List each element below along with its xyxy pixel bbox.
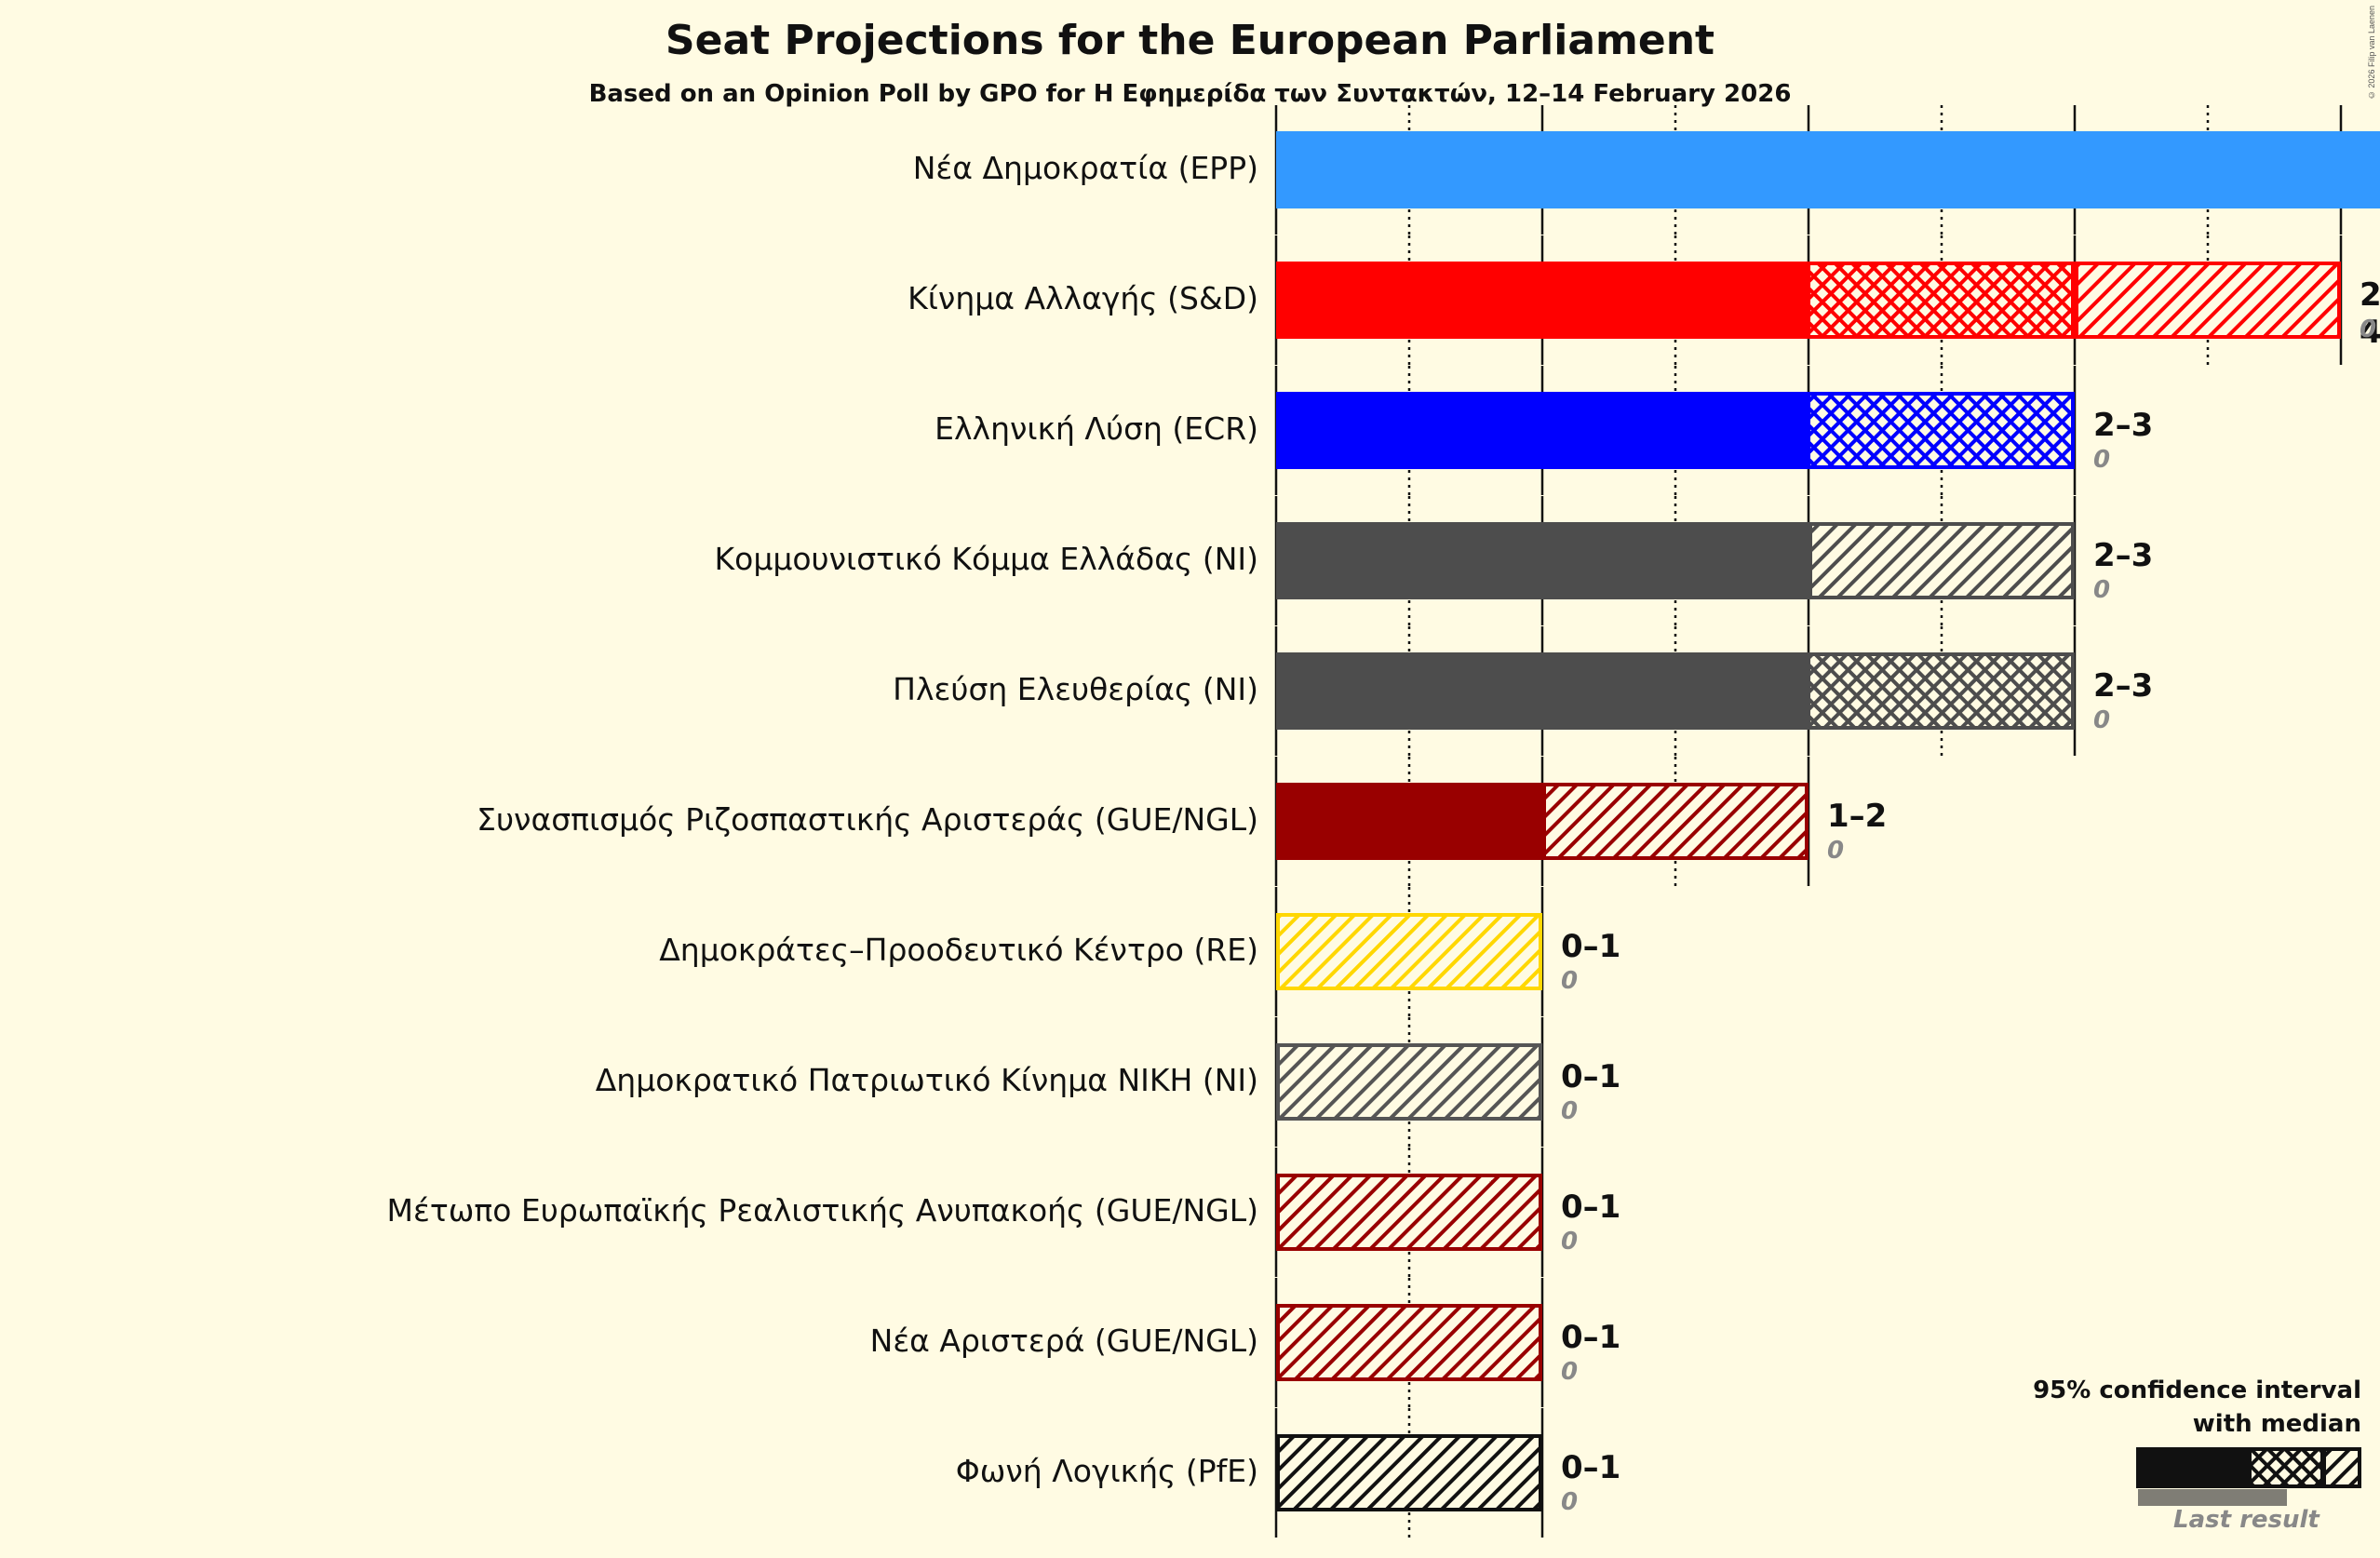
bar-median-interval [1807,392,2075,469]
chart-subtitle: Based on an Opinion Poll by GPO for Η Εφ… [588,80,1792,108]
party-label: Δημοκράτες–Προοδευτικό Κέντρο (RE) [659,932,1258,968]
last-result-label: 0 [1561,967,1579,995]
seat-range-label: 0–1 [1561,928,1621,965]
last-result-label: 0 [2093,446,2111,474]
bar-median-interval [1807,262,2075,339]
party-label: Νέα Δημοκρατία (EPP) [912,150,1258,186]
bar-confidence-interval [1276,1304,1542,1381]
last-result-label: 0 [1561,1488,1579,1516]
bar-row [1276,783,1809,860]
party-label: Κίνημα Αλλαγής (S&D) [908,280,1258,316]
legend-last-result-bar [2138,1489,2287,1506]
last-result-label: 0 [1561,1228,1579,1256]
seat-range-label: 0–1 [1561,1319,1621,1356]
legend-title-line1: 95% confidence interval [2033,1377,2361,1404]
bar-median-interval [1807,652,2075,730]
party-label: Δημοκρατικό Πατριωτικό Κίνημα ΝΙΚΗ (NI) [595,1062,1258,1098]
bar-row [1276,1304,1542,1381]
bar-row [1276,262,2341,339]
party-label: Φωνή Λογικής (PfE) [955,1453,1258,1489]
party-label: Νέα Αριστερά (GUE/NGL) [869,1323,1258,1359]
legend-last-result-label: Last result [2173,1506,2319,1534]
bar-confidence-interval [2075,262,2341,339]
bar-solid [1276,131,2380,208]
bar-solid [1276,522,1809,599]
seat-range-label: 2–3 [2093,667,2154,705]
party-label: Ελληνική Λύση (ECR) [935,410,1258,447]
bar-row [1276,1434,1542,1511]
bar-confidence-interval [1542,783,1809,860]
bar-row [1276,913,1542,990]
last-result-label: 0 [1561,1097,1579,1125]
party-label: Συνασπισμός Ριζοσπαστικής Αριστεράς (GUE… [477,801,1258,838]
bar-confidence-interval [1809,522,2075,599]
bar-confidence-interval [1276,1434,1542,1511]
last-result-label: 0 [2360,316,2377,343]
seat-range-label: 1–2 [1827,798,1888,835]
legend-swatch [2136,1447,2361,1506]
seat-range-label: 2–3 [2093,537,2154,574]
last-result-label: 0 [2093,576,2111,604]
bar-row [1276,392,2075,469]
bar-confidence-interval [1276,913,1542,990]
bar-solid [1276,262,1809,339]
bar-confidence-interval [1276,1174,1542,1251]
party-label: Μέτωπο Ευρωπαϊκής Ρεαλιστικής Ανυπακοής … [386,1192,1258,1229]
legend-title-line2: with median [2192,1410,2361,1438]
seat-range-label: 0–1 [1561,1449,1621,1486]
last-result-label: 0 [1561,1358,1579,1386]
seat-range-label: 2–4 [2360,276,2380,351]
bar-row [1276,1174,1542,1251]
party-label: Πλεύση Ελευθερίας (NI) [893,671,1258,707]
seat-range-label: 0–1 [1561,1189,1621,1226]
bar-solid [1276,392,1809,469]
seat-range-label: 2–3 [2093,407,2154,444]
bar-solid [1276,783,1542,860]
legend-title: 95% confidence interval with median [2033,1374,2361,1441]
party-label: Κομμουνιστικό Κόμμα Ελλάδας (NI) [714,541,1258,577]
seat-range-label: 0–1 [1561,1058,1621,1095]
chart-title: Seat Projections for the European Parlia… [665,17,1715,64]
bar-solid [1276,652,1809,730]
bar-row [1276,522,2075,599]
last-result-label: 0 [2093,706,2111,734]
bar-confidence-interval [1276,1043,1542,1121]
bar-row [1276,652,2075,730]
bar-row [1276,1043,1542,1121]
last-result-label: 0 [1827,837,1845,865]
bar-row [1276,131,2380,208]
